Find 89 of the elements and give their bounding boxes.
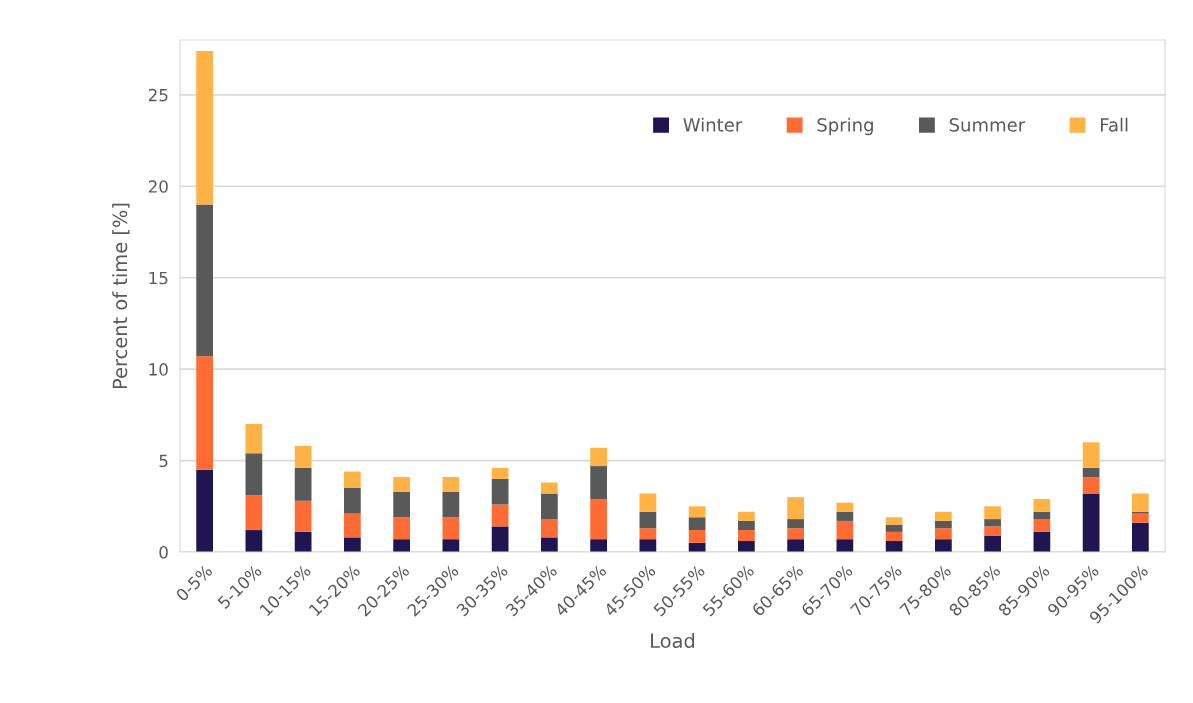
bar xyxy=(393,491,410,518)
bar xyxy=(442,517,460,540)
y-axis-title: Percent of time [%] xyxy=(112,203,130,389)
bar xyxy=(688,517,706,531)
bar xyxy=(885,531,903,542)
bar xyxy=(245,495,263,531)
bar xyxy=(836,502,854,512)
bar xyxy=(491,504,509,527)
y-tick-label: 20 xyxy=(148,180,168,193)
x-axis-title: Load xyxy=(651,633,695,649)
bar xyxy=(787,519,804,529)
legend-label: Winter xyxy=(683,117,743,132)
bar xyxy=(984,519,1001,527)
bar xyxy=(935,511,952,521)
bar xyxy=(1082,477,1100,494)
bar xyxy=(1033,519,1051,532)
bar xyxy=(442,491,460,518)
y-tick-label: 25 xyxy=(148,88,168,102)
legend-label: Spring xyxy=(817,117,873,136)
bar xyxy=(196,469,213,552)
bar xyxy=(984,506,1001,520)
bar xyxy=(836,520,854,540)
y-tick-label: 10 xyxy=(149,363,168,376)
bar xyxy=(541,493,558,520)
bar xyxy=(294,531,312,552)
bar xyxy=(935,520,952,529)
bar xyxy=(984,526,1001,536)
bar xyxy=(393,517,410,540)
bar xyxy=(688,530,706,543)
bar xyxy=(344,488,361,514)
bar xyxy=(491,526,509,552)
bar xyxy=(196,50,213,205)
bar xyxy=(688,506,706,518)
bar xyxy=(885,517,903,525)
bar xyxy=(442,477,460,492)
bar xyxy=(393,477,410,492)
bar xyxy=(1033,498,1051,512)
bar xyxy=(738,541,755,552)
bar xyxy=(836,539,854,552)
bar xyxy=(196,356,213,470)
bar xyxy=(491,467,509,479)
bar xyxy=(935,528,952,540)
bar xyxy=(344,537,361,552)
bar xyxy=(245,530,263,552)
bar xyxy=(1033,531,1051,552)
bar xyxy=(1082,467,1100,478)
bar xyxy=(294,500,312,532)
bar xyxy=(738,520,755,531)
bar xyxy=(590,498,607,540)
bar xyxy=(836,511,854,521)
bar xyxy=(294,445,312,468)
bar xyxy=(541,537,558,552)
bar xyxy=(442,539,460,552)
bar xyxy=(344,471,361,488)
bar xyxy=(393,539,410,552)
bar xyxy=(1082,442,1100,468)
legend-label: Fall xyxy=(1100,117,1128,132)
bar xyxy=(787,539,804,552)
bar xyxy=(639,511,657,529)
bar xyxy=(639,493,657,512)
bar xyxy=(196,204,213,357)
bar xyxy=(639,528,657,540)
bar xyxy=(787,528,804,540)
bar xyxy=(738,530,755,542)
bar xyxy=(590,447,607,467)
bar xyxy=(738,511,755,521)
y-tick-label: 15 xyxy=(149,271,168,285)
bar xyxy=(245,453,263,496)
bar xyxy=(590,466,607,499)
y-tick-label: 5 xyxy=(159,454,168,468)
bar xyxy=(885,524,903,532)
legend-label: Summer xyxy=(949,118,1026,132)
bar xyxy=(344,513,361,538)
bar xyxy=(245,424,263,454)
bar xyxy=(491,478,509,505)
bar xyxy=(1132,493,1149,512)
bar xyxy=(1132,522,1149,552)
bar xyxy=(935,539,952,552)
bar xyxy=(1033,511,1051,520)
bar xyxy=(541,482,558,494)
bar xyxy=(1082,493,1100,552)
bar xyxy=(1132,513,1149,523)
bar xyxy=(541,519,558,538)
y-tick-label: 0 xyxy=(159,545,168,559)
bar xyxy=(294,467,312,501)
bar xyxy=(590,539,607,552)
bar xyxy=(984,535,1001,552)
bar xyxy=(639,539,657,552)
bar xyxy=(787,497,804,520)
